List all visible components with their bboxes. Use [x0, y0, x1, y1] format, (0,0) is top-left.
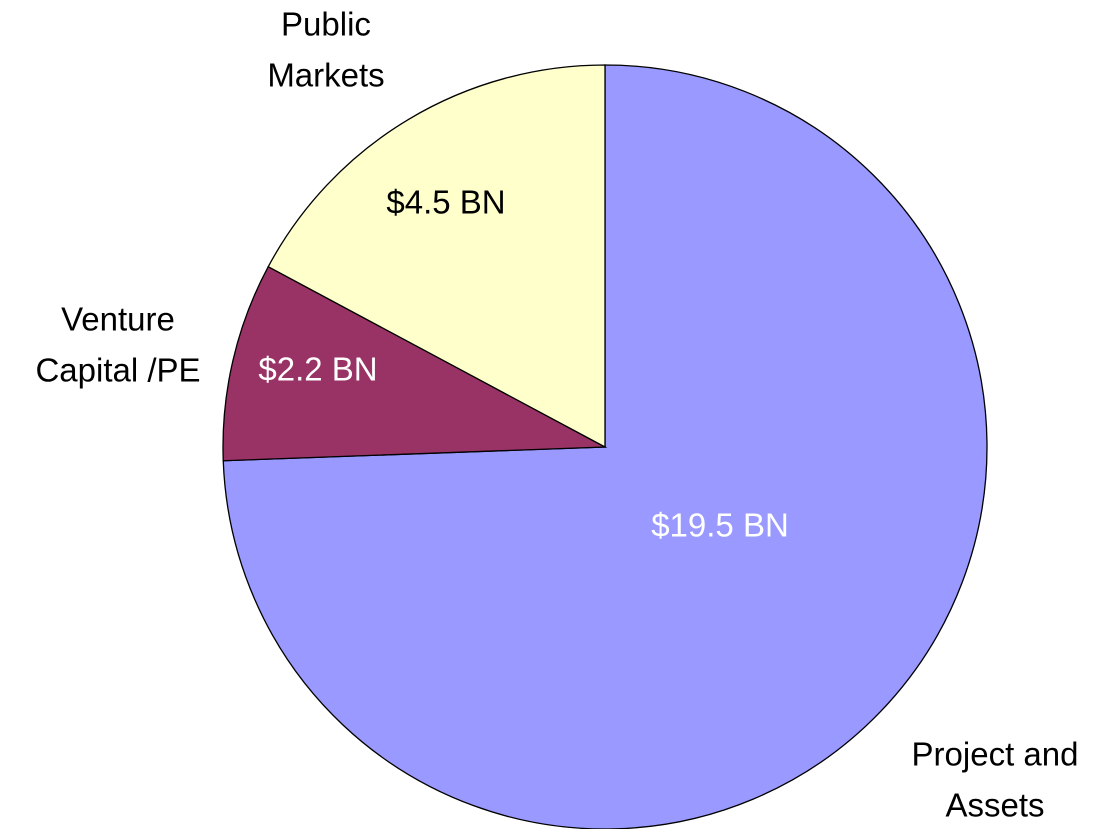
value-label: $4.5 BN	[386, 184, 505, 221]
category-label: Assets	[945, 787, 1044, 824]
category-label: Markets	[267, 57, 384, 94]
value-label: $2.2 BN	[258, 351, 377, 388]
category-label: Capital /PE	[35, 352, 200, 389]
value-label: $19.5 BN	[651, 507, 789, 544]
pie-slice	[267, 64, 606, 449]
category-label: Public	[281, 6, 371, 43]
category-label: Venture	[61, 301, 175, 338]
category-label: Project and	[912, 736, 1079, 773]
pie-slice	[222, 265, 608, 462]
